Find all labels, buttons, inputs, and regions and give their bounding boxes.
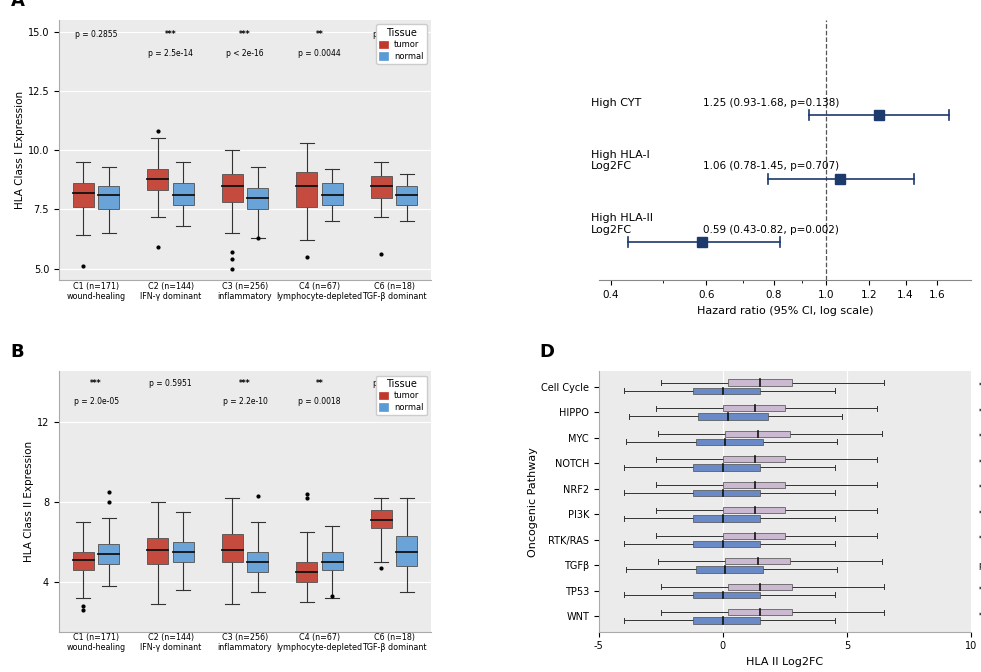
Text: p = 2.0e-05: p = 2.0e-05	[74, 397, 119, 407]
Bar	[296, 562, 317, 582]
Bar	[371, 509, 391, 528]
Text: p = 2.2e-10: p = 2.2e-10	[223, 397, 268, 407]
Bar	[723, 507, 785, 513]
Bar	[173, 542, 193, 562]
X-axis label: HLA II Log2FC: HLA II Log2FC	[747, 657, 824, 667]
Bar	[322, 183, 342, 205]
Bar	[694, 618, 760, 624]
Text: p = 0.5951: p = 0.5951	[149, 380, 192, 388]
Y-axis label: HLA Class II Expression: HLA Class II Expression	[24, 441, 34, 562]
Text: **: **	[979, 536, 981, 544]
Bar	[698, 413, 767, 419]
Bar	[694, 515, 760, 521]
Text: ***: ***	[90, 380, 102, 388]
Bar	[694, 490, 760, 496]
Text: **: **	[979, 433, 981, 442]
Text: **: **	[316, 30, 324, 38]
Bar	[73, 183, 94, 207]
Text: 1.06 (0.78-1.45, p=0.707): 1.06 (0.78-1.45, p=0.707)	[703, 161, 839, 171]
Y-axis label: Oncogenic Pathway: Oncogenic Pathway	[529, 447, 539, 556]
Bar	[147, 538, 169, 564]
Text: p = 0.2855: p = 0.2855	[75, 30, 118, 38]
Text: ***: ***	[979, 485, 981, 493]
Bar	[247, 552, 268, 572]
Bar	[694, 464, 760, 470]
Bar	[725, 558, 790, 564]
Text: ***: ***	[979, 382, 981, 391]
Text: p = 0.0018: p = 0.0018	[298, 397, 340, 407]
Text: A: A	[11, 0, 25, 10]
Bar	[694, 541, 760, 547]
Legend: tumor, normal: tumor, normal	[376, 24, 427, 64]
Text: p = 0.24: p = 0.24	[979, 561, 981, 570]
Bar	[73, 552, 94, 570]
Bar	[696, 439, 762, 445]
Bar	[728, 609, 793, 616]
Bar	[696, 566, 762, 573]
Text: 0.59 (0.43-0.82, p=0.002): 0.59 (0.43-0.82, p=0.002)	[703, 224, 839, 235]
Text: High HLA-II
Log2FC: High HLA-II Log2FC	[592, 213, 653, 235]
Bar	[396, 536, 417, 566]
Bar	[222, 174, 243, 202]
Legend: tumor, normal: tumor, normal	[376, 376, 427, 415]
Text: ***: ***	[239, 30, 251, 38]
Bar	[147, 169, 169, 190]
Text: ***: ***	[239, 380, 251, 388]
Text: *: *	[979, 408, 981, 417]
Text: p = 0.1415: p = 0.1415	[373, 30, 415, 38]
Text: **: **	[979, 510, 981, 519]
Text: 1.25 (0.93-1.68, p=0.138): 1.25 (0.93-1.68, p=0.138)	[703, 97, 840, 108]
Text: ***: ***	[165, 30, 177, 38]
Bar	[247, 188, 268, 210]
Bar	[728, 380, 793, 386]
Text: High CYT: High CYT	[592, 97, 642, 108]
Bar	[723, 405, 785, 411]
Bar	[322, 552, 342, 570]
Text: High HLA-I
Log2FC: High HLA-I Log2FC	[592, 150, 650, 171]
Text: **: **	[316, 380, 324, 388]
Bar	[222, 534, 243, 562]
Text: **: **	[979, 459, 981, 468]
Bar	[725, 431, 790, 437]
Text: p < 2e-16: p < 2e-16	[227, 48, 264, 58]
X-axis label: Hazard ratio (95% CI, log scale): Hazard ratio (95% CI, log scale)	[697, 306, 873, 316]
Bar	[723, 533, 785, 539]
Bar	[371, 176, 391, 198]
Bar	[296, 171, 317, 207]
Bar	[98, 544, 119, 564]
Text: D: D	[540, 343, 554, 361]
Bar	[98, 185, 119, 210]
Text: p = 0.0044: p = 0.0044	[298, 48, 341, 58]
Bar	[723, 482, 785, 488]
Bar	[396, 185, 417, 205]
Bar	[694, 592, 760, 598]
Bar	[173, 183, 193, 205]
Bar	[694, 388, 760, 394]
Bar	[728, 583, 793, 590]
Text: p = 2.5e-14: p = 2.5e-14	[148, 48, 193, 58]
Text: ***: ***	[979, 587, 981, 595]
Text: p = 0.1540: p = 0.1540	[373, 380, 415, 388]
Text: ***: ***	[979, 612, 981, 621]
Y-axis label: HLA Class I Expression: HLA Class I Expression	[15, 91, 25, 210]
Text: B: B	[11, 343, 25, 361]
Bar	[723, 456, 785, 462]
